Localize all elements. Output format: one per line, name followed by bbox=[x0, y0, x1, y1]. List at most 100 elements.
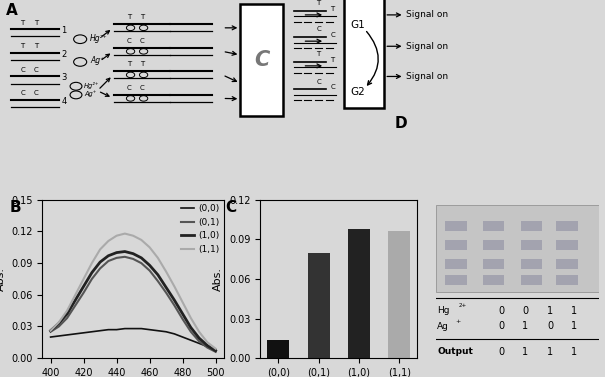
(0,1) bbox=[47, 329, 54, 334]
(0,1) bbox=[80, 290, 87, 295]
Text: 3: 3 bbox=[61, 74, 67, 83]
(1,1) bbox=[138, 238, 145, 242]
Bar bbox=[436, 205, 599, 292]
Bar bbox=[520, 240, 542, 250]
Text: Output: Output bbox=[437, 347, 473, 356]
(1,1) bbox=[88, 261, 96, 265]
Bar bbox=[520, 275, 542, 285]
Text: C: C bbox=[33, 67, 38, 73]
Text: T: T bbox=[140, 61, 145, 67]
(1,1) bbox=[146, 245, 153, 250]
(1,1) bbox=[47, 328, 54, 333]
(1,0) bbox=[80, 284, 87, 289]
(1,1) bbox=[113, 233, 120, 238]
(0,0) bbox=[72, 332, 79, 336]
Text: Ag: Ag bbox=[437, 322, 449, 331]
(1,1) bbox=[187, 316, 194, 320]
Bar bbox=[557, 259, 578, 270]
Text: T: T bbox=[316, 51, 321, 57]
(0,0) bbox=[204, 344, 211, 349]
(0,1) bbox=[96, 266, 103, 271]
(1,1) bbox=[129, 233, 137, 238]
(0,0) bbox=[96, 328, 103, 333]
(0,0) bbox=[171, 332, 178, 336]
Text: T: T bbox=[127, 61, 131, 67]
(1,0) bbox=[163, 285, 170, 290]
Y-axis label: Abs.: Abs. bbox=[214, 267, 223, 291]
(1,1) bbox=[55, 320, 62, 325]
Text: G2: G2 bbox=[350, 87, 365, 97]
Bar bbox=[557, 275, 578, 285]
(1,1) bbox=[179, 300, 186, 305]
(1,0) bbox=[154, 273, 162, 277]
Text: T: T bbox=[33, 43, 38, 49]
(0,1) bbox=[212, 349, 219, 354]
(0,1) bbox=[88, 277, 96, 281]
Bar bbox=[520, 221, 542, 231]
Text: C: C bbox=[21, 67, 25, 73]
(0,1) bbox=[55, 324, 62, 329]
(1,0) bbox=[55, 321, 62, 326]
Bar bbox=[267, 340, 289, 358]
Text: C: C bbox=[316, 78, 321, 84]
Text: C: C bbox=[140, 85, 145, 91]
(0,0) bbox=[105, 327, 112, 332]
Text: 1: 1 bbox=[522, 347, 529, 357]
Text: C: C bbox=[316, 26, 321, 32]
(0,1) bbox=[204, 345, 211, 350]
(0,1) bbox=[129, 257, 137, 261]
(0,0) bbox=[195, 341, 203, 346]
Text: T: T bbox=[140, 14, 145, 20]
(0,1) bbox=[154, 279, 162, 284]
(1,0) bbox=[138, 256, 145, 260]
(1,0) bbox=[212, 348, 219, 353]
Bar bbox=[445, 259, 466, 270]
Bar bbox=[557, 240, 578, 250]
(0,1) bbox=[113, 256, 120, 260]
(1,1) bbox=[96, 247, 103, 252]
(0,1) bbox=[187, 329, 194, 334]
(1,0) bbox=[105, 253, 112, 258]
(0,0) bbox=[121, 326, 128, 331]
Text: 0: 0 bbox=[498, 347, 504, 357]
(1,0) bbox=[47, 328, 54, 333]
Text: C: C bbox=[33, 90, 38, 96]
Text: T: T bbox=[21, 20, 25, 26]
Text: C: C bbox=[127, 38, 132, 44]
(0,0) bbox=[55, 334, 62, 338]
Text: C: C bbox=[254, 50, 269, 70]
(0,1) bbox=[121, 254, 128, 259]
Text: T: T bbox=[33, 20, 38, 26]
Text: Hg: Hg bbox=[437, 306, 450, 315]
(0,0) bbox=[146, 327, 153, 332]
(1,0) bbox=[195, 336, 203, 340]
(1,1) bbox=[80, 277, 87, 281]
(0,0) bbox=[64, 333, 71, 337]
(0,0) bbox=[179, 335, 186, 339]
Text: Ag⁺: Ag⁺ bbox=[84, 90, 97, 97]
Text: 2: 2 bbox=[61, 50, 67, 59]
Bar bbox=[445, 275, 466, 285]
(1,0) bbox=[72, 298, 79, 302]
Text: 1: 1 bbox=[571, 347, 578, 357]
(1,1) bbox=[204, 340, 211, 345]
Y-axis label: Abs.: Abs. bbox=[0, 267, 5, 291]
(0,1) bbox=[72, 303, 79, 308]
(1,1) bbox=[154, 256, 162, 260]
Text: T: T bbox=[127, 14, 131, 20]
(0,1) bbox=[163, 290, 170, 295]
Text: Hg²⁺: Hg²⁺ bbox=[84, 81, 100, 89]
(0,1) bbox=[105, 259, 112, 263]
Line: (0,1): (0,1) bbox=[51, 257, 215, 352]
(1,1) bbox=[121, 231, 128, 236]
(1,0) bbox=[64, 311, 71, 316]
Text: G1: G1 bbox=[350, 20, 365, 31]
Text: Ag⁺: Ag⁺ bbox=[90, 56, 105, 65]
Legend: (0,0), (0,1), (1,0), (1,1): (0,0), (0,1), (1,0), (1,1) bbox=[181, 204, 220, 254]
(1,0) bbox=[146, 263, 153, 268]
Bar bbox=[240, 4, 283, 116]
(0,0) bbox=[80, 331, 87, 335]
Text: 0: 0 bbox=[522, 306, 529, 316]
Bar bbox=[348, 229, 370, 358]
(0,0) bbox=[113, 327, 120, 332]
